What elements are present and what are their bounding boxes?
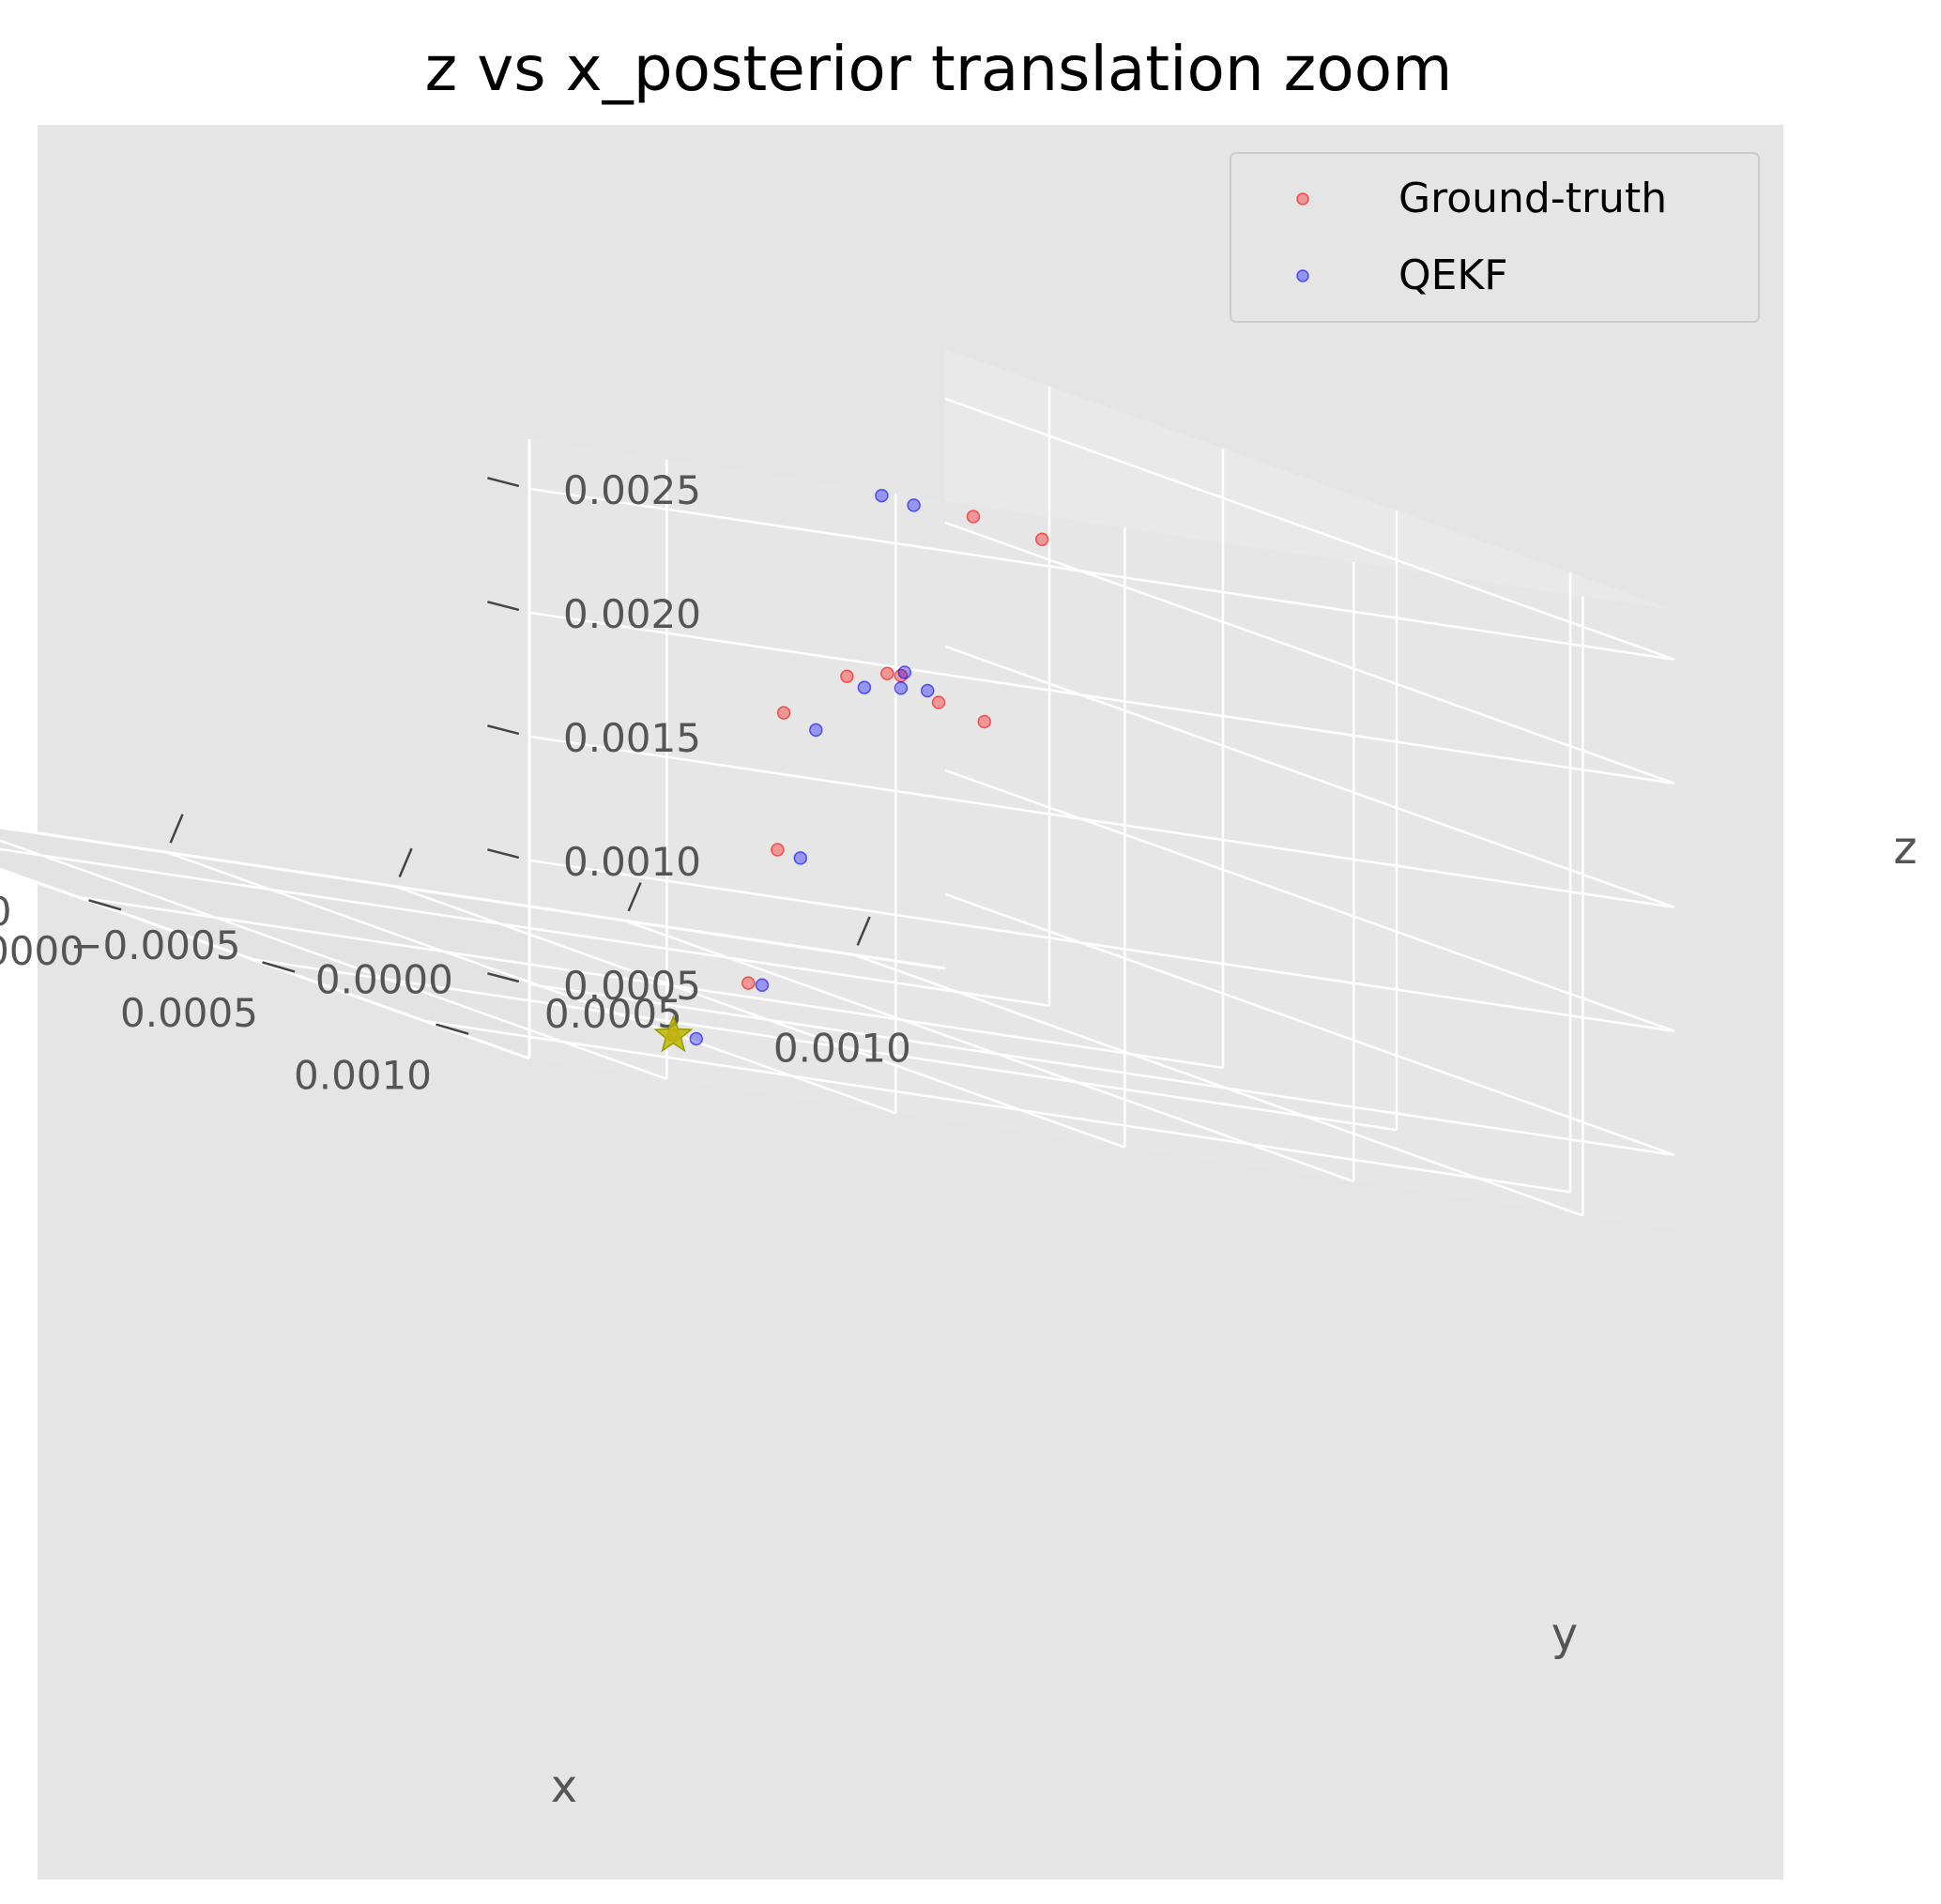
chart-title: z vs x_posterior translation zoom (425, 33, 1453, 105)
data-point-ground-truth (840, 669, 854, 683)
y-axis-line (0, 867, 530, 1060)
y-tick-mark (88, 899, 122, 911)
data-point-qekf (894, 680, 909, 695)
grid-line (251, 957, 1398, 1132)
grid-line (528, 611, 1675, 785)
data-point-qekf (907, 498, 921, 512)
x-tick-mark (627, 882, 642, 912)
data-point-ground-truth (880, 666, 894, 681)
data-point-ground-truth (966, 510, 981, 524)
x-tick-label: 0.0010 (773, 1025, 911, 1071)
axis-ticks: −0.0010−0.00050.00000.00050.0010−0.00050… (0, 439, 946, 1098)
x-tick-label: 0.0000 (315, 957, 453, 1003)
grid-line (944, 892, 1675, 1156)
grid-line (944, 521, 1675, 784)
grid-line (944, 397, 1675, 661)
grid-line (623, 919, 1354, 1183)
y-tick-mark (262, 961, 296, 973)
legend-label-ground-truth: Ground-truth (1398, 175, 1667, 222)
y-tick-label: 0.0010 (294, 1052, 432, 1098)
z-tick-label: 0.0020 (563, 591, 701, 637)
z-tick-mark (487, 601, 520, 612)
data-point-ground-truth (1034, 532, 1049, 546)
y-tick-label: 0.0000 (0, 928, 84, 974)
grid-line (944, 769, 1675, 1032)
x-tick-label: −0.0010 (0, 889, 11, 935)
x-tick-mark (856, 916, 871, 946)
data-point-ground-truth (771, 843, 785, 857)
legend-box (1230, 152, 1760, 323)
grid-line (944, 645, 1675, 908)
legend-marker-ground-truth (1296, 192, 1309, 206)
x-tick-label: −0.0005 (69, 922, 240, 968)
grid-lines (0, 386, 1675, 1217)
x-axis-line (0, 826, 946, 970)
legend-label-qekf: QEKF (1398, 251, 1508, 299)
z-tick-mark (487, 477, 520, 488)
start-marker-star (653, 1014, 694, 1053)
grid-line (528, 859, 1675, 1033)
grid-line (0, 847, 1050, 1007)
z-tick-label: 0.0005 (563, 963, 701, 1009)
data-point-qekf (689, 1031, 704, 1046)
data-point-qekf (755, 978, 770, 993)
z-axis-label: z (1893, 822, 1917, 875)
y-tick-label: 0.0005 (120, 990, 258, 1036)
z-tick-mark (487, 724, 520, 736)
z-tick-mark (487, 972, 520, 983)
legend: Ground-truth QEKF (1230, 152, 1760, 323)
x-tick-mark (398, 847, 413, 878)
data-point-qekf (793, 851, 808, 865)
x-axis-label: x (551, 1760, 577, 1813)
y-axis-label: y (1551, 1608, 1578, 1661)
z-tick-label: 0.0025 (563, 467, 701, 513)
z-tick-label: 0.0010 (563, 839, 701, 885)
grid-line (528, 982, 1675, 1157)
grid-line (528, 735, 1675, 909)
z-tick-mark (487, 848, 520, 860)
y-tick-mark (436, 1023, 469, 1035)
data-point-qekf (857, 680, 872, 694)
grid-line (852, 953, 1583, 1217)
grid-line (0, 839, 667, 1081)
x-tick-mark (169, 814, 184, 844)
data-point-qekf (897, 665, 912, 679)
data-point-ground-truth (741, 976, 756, 990)
data-point-qekf (809, 723, 823, 738)
grid-line (165, 851, 896, 1115)
data-point-qekf (875, 488, 889, 503)
back-pane (529, 439, 1674, 1229)
data-points (653, 488, 1049, 1053)
grid-line (394, 885, 1125, 1149)
data-point-ground-truth (776, 706, 791, 720)
grid-line (77, 895, 1224, 1070)
axes-panes (0, 349, 1674, 1229)
grid-line (424, 1020, 1571, 1194)
data-point-qekf (920, 683, 935, 698)
data-point-ground-truth (931, 695, 946, 709)
grid-line (528, 487, 1675, 662)
legend-marker-qekf (1296, 269, 1309, 282)
z-tick-label: 0.0015 (563, 715, 701, 761)
data-point-ground-truth (977, 714, 992, 729)
